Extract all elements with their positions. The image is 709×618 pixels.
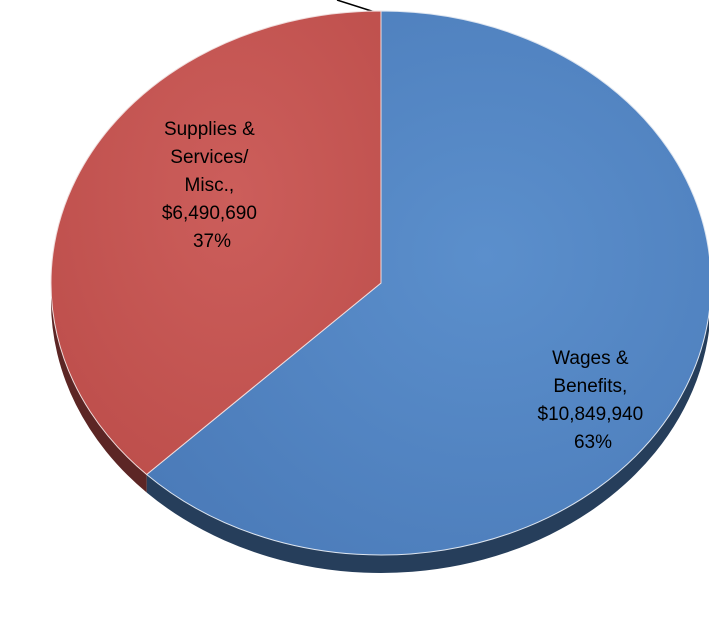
label-line: Supplies & [164, 119, 255, 140]
label-line: Misc., [185, 175, 235, 196]
data-label-wages-benefits: Wages & Benefits, $10,849,940 63% [538, 348, 649, 453]
label-line: Services/ [170, 147, 249, 168]
label-line: $10,849,940 [538, 404, 644, 425]
pie-slices [50, 10, 709, 556]
label-line: $6,490,690 [162, 203, 257, 224]
data-label-supplies-services-misc: Supplies & Services/ Misc., $6,490,690 3… [162, 119, 262, 252]
pie-side-walls [50, 283, 709, 573]
pie-slice-wages-benefits [145, 10, 709, 556]
pie-side-wages-benefits [146, 312, 709, 573]
label-line: Wages & [552, 348, 629, 369]
pie-slice-supplies-services-misc [50, 10, 382, 476]
label-line: Benefits, [553, 376, 627, 397]
pie-side-supplies-services-misc [50, 283, 147, 493]
label-line: 63% [574, 432, 612, 453]
label-line: 37% [193, 231, 231, 252]
